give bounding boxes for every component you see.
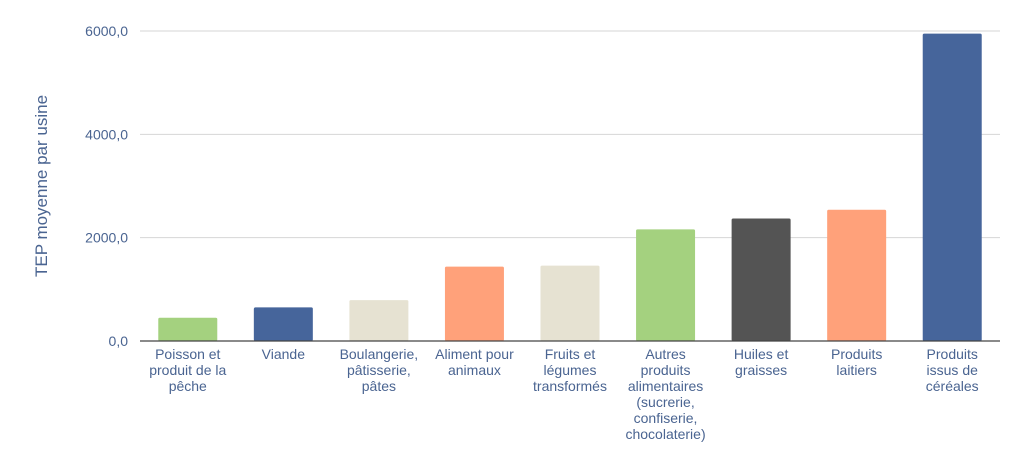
x-category-line: animaux (448, 362, 501, 378)
bars (158, 33, 982, 341)
x-category-line: Autres (645, 346, 685, 362)
x-category-line: légumes (544, 362, 597, 378)
x-category-label: Huiles et graisses (734, 346, 789, 378)
x-category-line: pêche (169, 378, 207, 394)
bar (827, 209, 887, 341)
x-category-line: Aliment pour (435, 346, 514, 362)
x-category-line: (sucrerie, (636, 394, 694, 410)
y-tick-label: 2000,0 (85, 230, 128, 246)
bar (540, 265, 600, 341)
bar (158, 317, 218, 341)
x-category-line: Produits (927, 346, 978, 362)
x-category-line: chocolaterie) (625, 426, 705, 442)
x-category-line: Fruits et (545, 346, 596, 362)
x-category-line: Huiles et (734, 346, 789, 362)
y-tick-label: 4000,0 (85, 126, 128, 142)
bar (349, 300, 409, 341)
x-category-label: Poisson et produit de la pêche (149, 346, 226, 394)
x-category-line: graisses (735, 362, 787, 378)
y-axis-ticks: 0,0 2000,0 4000,0 6000,0 (85, 23, 128, 349)
x-category-label: Boulangerie, pâtisserie, pâtes (340, 346, 419, 394)
x-category-label: Produits issus de céréales (926, 346, 979, 394)
x-category-label: Autres produits alimentaires (sucrerie, conf… (625, 346, 705, 442)
bar (731, 218, 791, 341)
x-category-line: produit de la (149, 362, 226, 378)
x-category-line: confiserie, (634, 410, 698, 426)
bar (253, 307, 313, 341)
x-axis-categories: Poisson et produit de la pêche Viande Boulan… (149, 346, 978, 442)
x-category-line: Produits (831, 346, 882, 362)
bar (922, 33, 982, 341)
x-category-line: Poisson et (155, 346, 220, 362)
x-category-line: alimentaires (628, 378, 703, 394)
x-category-label: Fruits et légumes transformés (533, 346, 607, 394)
x-category-label: Produits laitiers (831, 346, 882, 378)
x-category-label: Aliment pour animaux (435, 346, 514, 378)
x-category-label: Viande (262, 346, 306, 362)
bar (636, 229, 696, 341)
y-tick-label: 6000,0 (85, 23, 128, 39)
x-category-line: pâtisserie, (347, 362, 411, 378)
y-tick-label: 0,0 (109, 333, 129, 349)
x-category-line: issus de (927, 362, 979, 378)
x-category-line: Viande (262, 346, 306, 362)
y-axis-label: TEP moyenne par usine (32, 95, 51, 277)
x-category-line: pâtes (362, 378, 396, 394)
x-category-line: transformés (533, 378, 607, 394)
x-category-line: produits (641, 362, 691, 378)
gridlines (140, 30, 1000, 239)
x-category-line: céréales (926, 378, 979, 394)
x-category-line: laitiers (836, 362, 876, 378)
x-category-line: Boulangerie, (340, 346, 419, 362)
bar (444, 266, 504, 341)
